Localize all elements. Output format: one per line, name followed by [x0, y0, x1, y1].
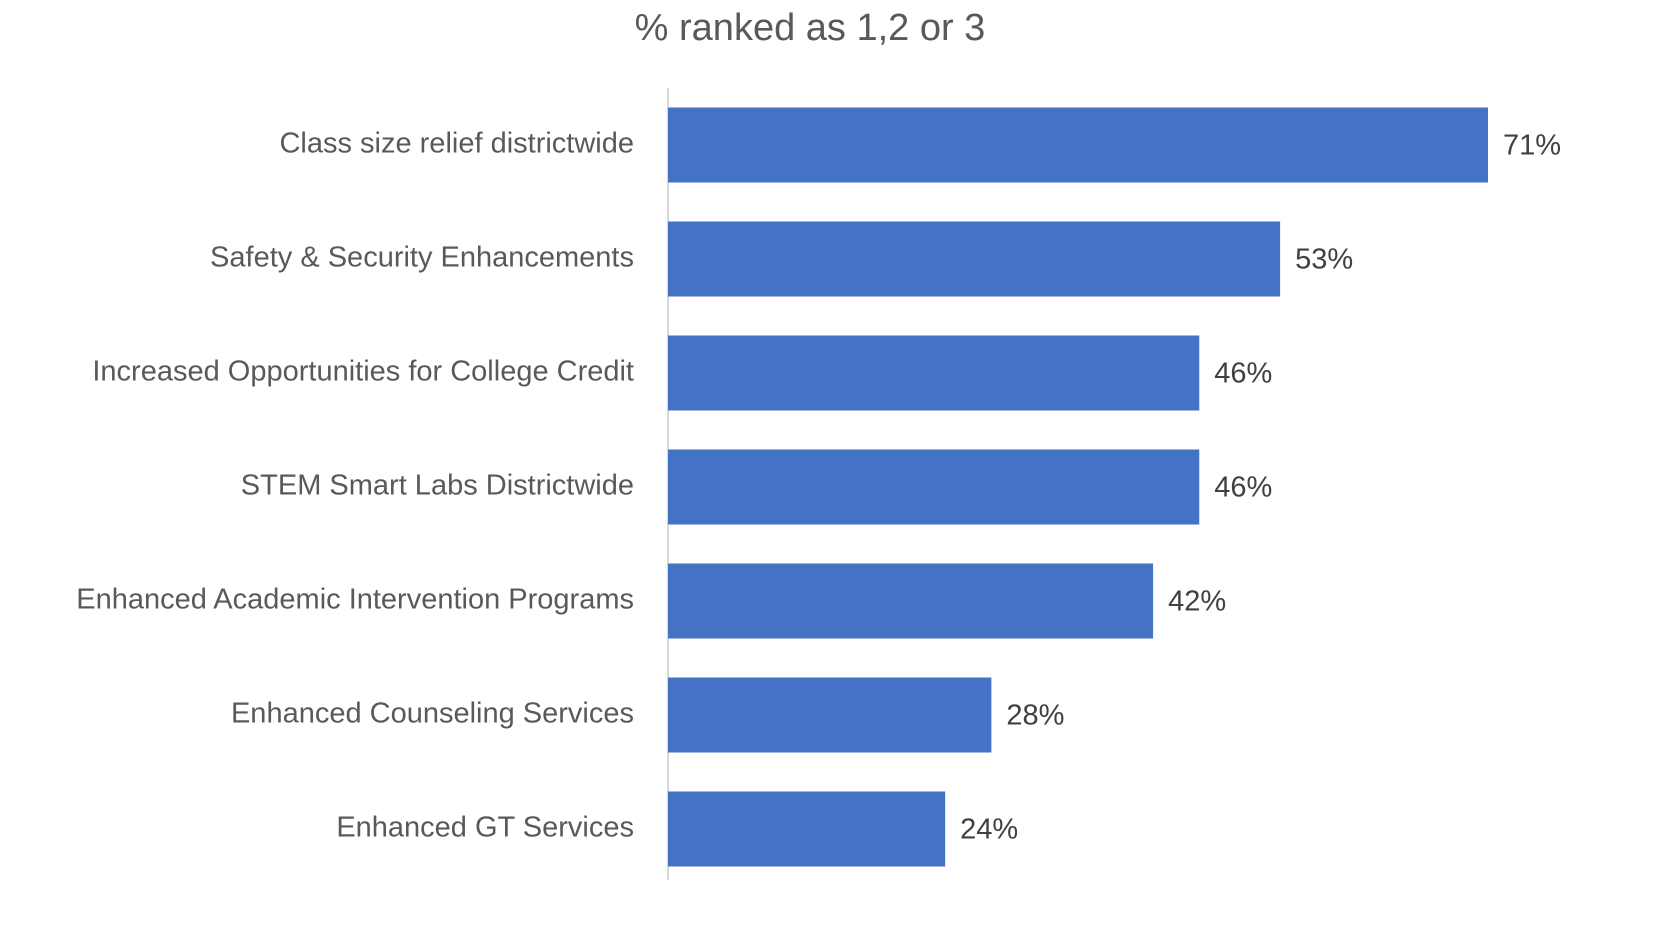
category-label: Enhanced GT Services: [336, 812, 634, 844]
bar: [668, 107, 1488, 183]
value-label: 53%: [1295, 244, 1353, 276]
value-label: 46%: [1214, 358, 1272, 390]
category-label: Increased Opportunities for College Cred…: [92, 356, 634, 388]
value-label: 24%: [960, 814, 1018, 846]
value-label: 28%: [1006, 700, 1064, 732]
value-label: 42%: [1168, 586, 1226, 618]
bar: [668, 677, 992, 753]
bar: [668, 449, 1200, 525]
category-label: STEM Smart Labs Districtwide: [241, 470, 634, 502]
value-label: 46%: [1214, 472, 1272, 504]
bar: [668, 335, 1200, 411]
category-label: Enhanced Academic Intervention Programs: [76, 584, 634, 616]
chart-title: % ranked as 1,2 or 3: [635, 7, 986, 49]
bar: [668, 791, 946, 867]
bar: [668, 221, 1281, 297]
category-label: Class size relief districtwide: [279, 128, 634, 160]
bar: [668, 563, 1154, 639]
category-label: Enhanced Counseling Services: [231, 698, 634, 730]
value-label: 71%: [1503, 130, 1561, 162]
category-label: Safety & Security Enhancements: [210, 242, 634, 274]
